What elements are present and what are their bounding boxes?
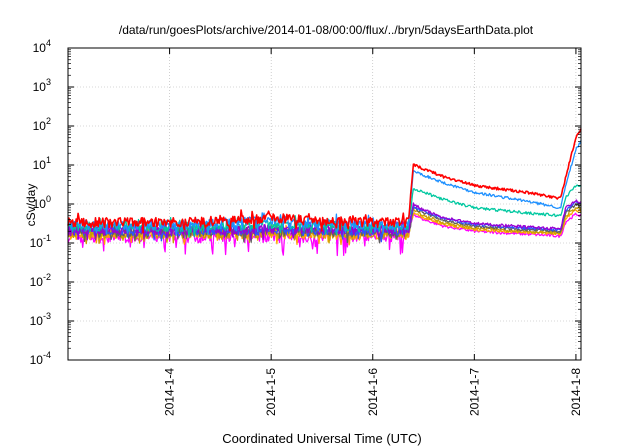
x-axis-label: Coordinated Universal Time (UTC) (222, 431, 421, 446)
x-tick-label: 2014-1-4 (163, 368, 177, 416)
y-tick-label: 100 (33, 194, 51, 211)
y-tick-label: 10-4 (30, 350, 51, 367)
y-tick-label: 103 (33, 77, 51, 94)
y-tick-label: 10-2 (30, 272, 51, 289)
series-line (67, 128, 582, 234)
y-tick-label: 104 (33, 38, 51, 55)
x-tick-label: 2014-1-5 (264, 368, 278, 416)
x-ticks: 2014-1-4 2014-1-5 2014-1-6 2014-1-7 2014-1-8 (163, 48, 583, 416)
x-tick-label: 2014-1-7 (467, 368, 481, 416)
y-tick-label: 102 (33, 116, 51, 133)
chart-title: /data/run/goesPlots/archive/2014-01-08/0… (119, 23, 534, 37)
series-group (67, 128, 582, 257)
y-ticks: 10-4 10-3 10-2 10-1 100 101 102 103 104 (30, 38, 581, 367)
grid (68, 48, 581, 360)
y-tick-label: 10-1 (30, 233, 51, 250)
y-tick-label: 10-3 (30, 311, 51, 328)
x-tick-label: 2014-1-6 (366, 368, 380, 416)
plot-frame (67, 47, 582, 361)
y-tick-label: 101 (33, 155, 51, 172)
x-tick-label: 2014-1-8 (569, 368, 583, 416)
y-axis-label: cSv/day (24, 184, 38, 227)
